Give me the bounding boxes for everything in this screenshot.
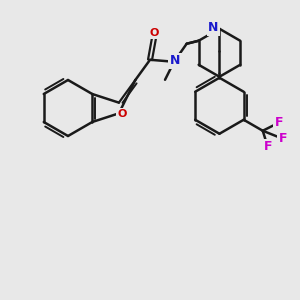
Text: F: F bbox=[263, 140, 272, 153]
Text: O: O bbox=[117, 109, 127, 119]
Text: O: O bbox=[149, 28, 159, 38]
Text: N: N bbox=[170, 54, 180, 67]
Text: F: F bbox=[274, 116, 283, 129]
Text: N: N bbox=[208, 21, 219, 34]
Text: F: F bbox=[278, 132, 287, 145]
